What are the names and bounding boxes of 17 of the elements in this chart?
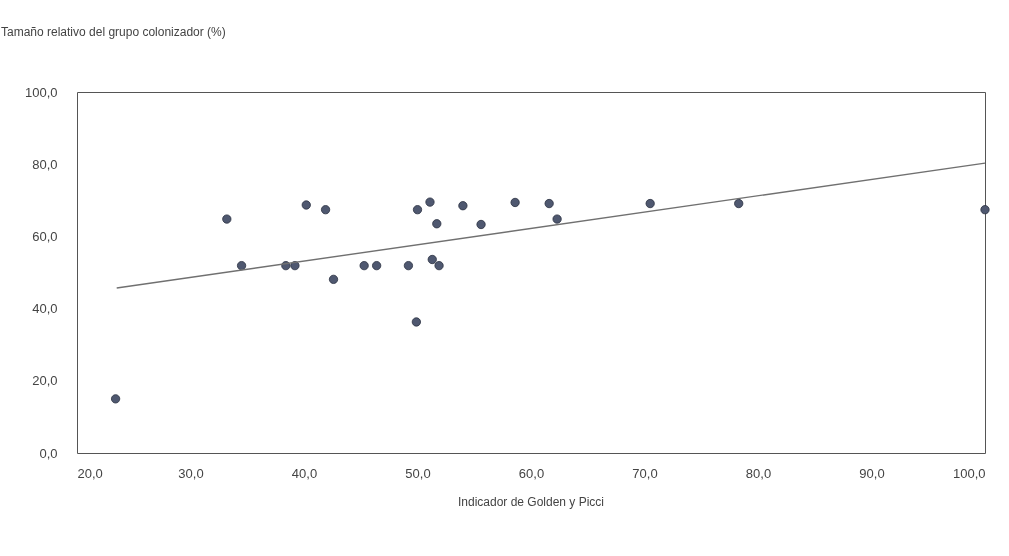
y-tick-label: 80,0 — [32, 156, 58, 172]
x-tick-label: 40,0 — [291, 465, 318, 481]
y-tick-label: 100,0 — [24, 84, 58, 100]
x-tick-label: 80,0 — [745, 465, 772, 481]
x-tick-label: 20,0 — [77, 465, 103, 481]
x-tick-label: 50,0 — [405, 465, 431, 481]
y-tick-label: 0,0 — [39, 445, 58, 461]
x-axis-title: Indicador de Golden y Picci — [457, 495, 605, 509]
y-tick-label: 40,0 — [32, 301, 58, 317]
x-tick-label: 70,0 — [632, 465, 658, 481]
x-tick-label: 90,0 — [859, 465, 885, 481]
x-tick-label: 100,0 — [952, 465, 986, 481]
y-axis-title: Tamaño relativo del grupo colonizador (%) — [1, 25, 226, 39]
x-tick-label: 60,0 — [518, 465, 545, 481]
y-tick-label: 20,0 — [32, 373, 58, 389]
x-tick-label: 30,0 — [178, 465, 204, 481]
y-tick-label: 60,0 — [32, 228, 58, 244]
